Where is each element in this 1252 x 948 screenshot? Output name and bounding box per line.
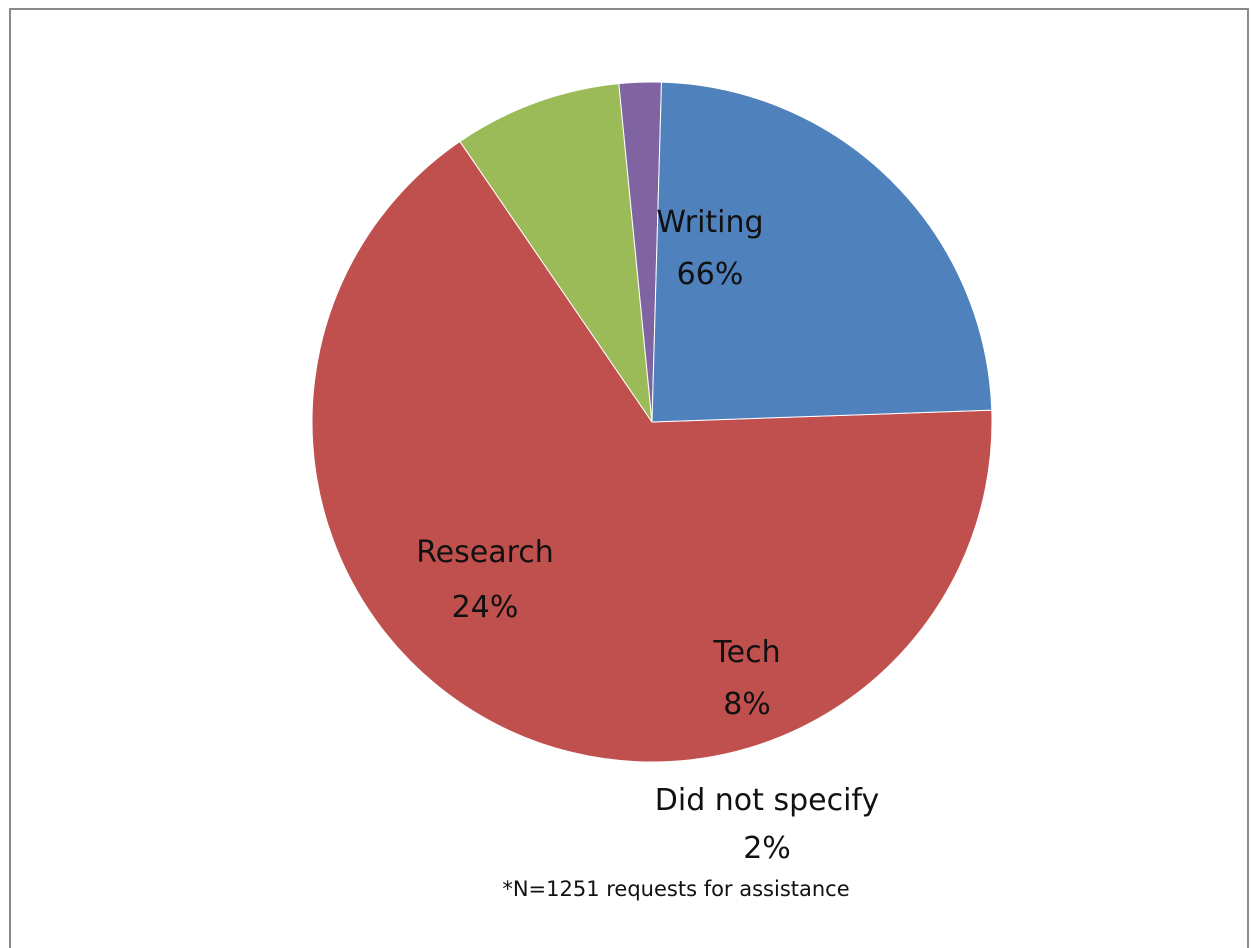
- slice-name-tech: Tech: [712, 635, 780, 670]
- slice-name-writing: Writing: [656, 205, 763, 240]
- slice-percent-did-not-specify: 2%: [743, 831, 791, 866]
- pie-slice-tech: [459, 83, 653, 423]
- chart-footnote: *N=1251 requests for assistance: [502, 877, 849, 901]
- pie-slices: [311, 81, 993, 763]
- chart-frame: [9, 8, 1249, 948]
- slice-percent-writing: 66%: [677, 257, 744, 292]
- pie-slice-research: [651, 81, 993, 423]
- slice-percent-tech: 8%: [723, 687, 771, 722]
- slice-percent-research: 24%: [452, 590, 519, 625]
- slice-name-research: Research: [416, 535, 554, 570]
- pie-labels: Writing 66% Tech 8% Did not specify 2% Researc…: [416, 205, 879, 866]
- pie-slice-writing: [311, 140, 993, 763]
- slice-name-did-not-specify: Did not specify: [655, 783, 879, 818]
